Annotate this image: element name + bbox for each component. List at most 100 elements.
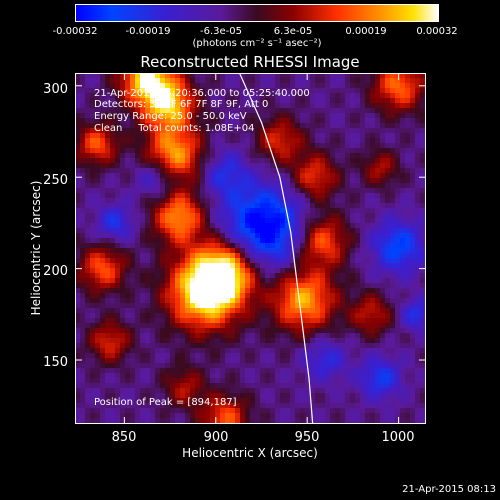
heatmap-cell (270, 373, 276, 379)
heatmap-cell (420, 298, 426, 304)
heatmap-cell (375, 348, 381, 354)
heatmap-cell (300, 388, 306, 394)
heatmap-cell (250, 158, 256, 164)
heatmap-cell (330, 93, 336, 99)
heatmap-cell (180, 168, 186, 174)
heatmap-cell (265, 128, 271, 134)
heatmap-cell (155, 398, 161, 404)
heatmap-cell (250, 113, 256, 119)
heatmap-cell (395, 338, 401, 344)
heatmap-cell (365, 318, 371, 324)
heatmap-cell (395, 203, 401, 209)
heatmap-cell (280, 328, 286, 334)
heatmap-cell (395, 148, 401, 154)
heatmap-cell (325, 118, 331, 124)
heatmap-cell (330, 278, 336, 284)
heatmap-cell (90, 268, 96, 274)
heatmap-cell (85, 403, 91, 409)
heatmap-cell (415, 213, 421, 219)
heatmap-cell (245, 143, 251, 149)
heatmap-cell (220, 73, 226, 79)
heatmap-cell (300, 348, 306, 354)
heatmap-cell (385, 78, 391, 84)
heatmap-cell (360, 168, 366, 174)
heatmap-cell (300, 228, 306, 234)
heatmap-cell (305, 218, 311, 224)
heatmap-cell (130, 158, 136, 164)
heatmap-cell (75, 218, 81, 224)
heatmap-cell (105, 128, 111, 134)
heatmap-cell (165, 393, 171, 399)
heatmap-cell (355, 363, 361, 369)
heatmap-cell (150, 383, 156, 389)
heatmap-cell (280, 333, 286, 339)
heatmap-cell (155, 298, 161, 304)
heatmap-cell (105, 418, 111, 424)
heatmap-cell (210, 363, 216, 369)
heatmap-cell (270, 368, 276, 374)
heatmap-cell (120, 223, 126, 229)
heatmap-cell (240, 228, 246, 234)
heatmap-cell (100, 373, 106, 379)
heatmap-cell (260, 328, 266, 334)
heatmap-cell (265, 223, 271, 229)
heatmap-cell (160, 148, 166, 154)
heatmap-cell (250, 173, 256, 179)
heatmap-cell (285, 143, 291, 149)
heatmap-cell (240, 108, 246, 114)
heatmap-cell (80, 223, 86, 229)
heatmap-cell (170, 303, 176, 309)
heatmap-cell (235, 263, 241, 269)
heatmap-cell (385, 263, 391, 269)
heatmap-cell (380, 328, 386, 334)
heatmap-cell (360, 128, 366, 134)
heatmap-cell (340, 313, 346, 319)
heatmap-cell (210, 138, 216, 144)
heatmap-cell (250, 213, 256, 219)
heatmap-cell (405, 203, 411, 209)
heatmap-cell (350, 168, 356, 174)
heatmap-cell (315, 313, 321, 319)
heatmap-cell (295, 258, 301, 264)
heatmap-cell (120, 108, 126, 114)
heatmap-cell (375, 398, 381, 404)
heatmap-cell (175, 158, 181, 164)
heatmap-cell (125, 313, 131, 319)
heatmap-cell (390, 163, 396, 169)
heatmap-cell (320, 238, 326, 244)
heatmap-cell (315, 248, 321, 254)
heatmap-cell (165, 343, 171, 349)
heatmap-cell (250, 73, 256, 79)
heatmap-cell (135, 153, 141, 159)
heatmap-cell (405, 113, 411, 119)
heatmap-cell (290, 163, 296, 169)
heatmap-cell (100, 228, 106, 234)
heatmap-cell (280, 128, 286, 134)
heatmap-cell (215, 203, 221, 209)
heatmap-cell (120, 308, 126, 314)
heatmap-cell (175, 203, 181, 209)
heatmap-cell (90, 363, 96, 369)
heatmap-cell (170, 158, 176, 164)
heatmap-cell (140, 138, 146, 144)
heatmap-cell (240, 288, 246, 294)
heatmap-cell (90, 238, 96, 244)
heatmap-cell (355, 353, 361, 359)
heatmap-cell (275, 148, 281, 154)
heatmap-cell (80, 203, 86, 209)
heatmap-cell (275, 308, 281, 314)
heatmap-cell (240, 93, 246, 99)
heatmap-cell (310, 98, 316, 104)
heatmap-cell (235, 293, 241, 299)
heatmap-cell (390, 278, 396, 284)
heatmap-cell (80, 73, 86, 79)
heatmap-cell (410, 173, 416, 179)
heatmap-cell (120, 153, 126, 159)
heatmap-cell (400, 173, 406, 179)
heatmap-cell (350, 398, 356, 404)
heatmap-cell (225, 98, 231, 104)
heatmap-cell (110, 133, 116, 139)
heatmap-cell (125, 253, 131, 259)
heatmap-cell (75, 193, 81, 199)
heatmap-cell (315, 158, 321, 164)
